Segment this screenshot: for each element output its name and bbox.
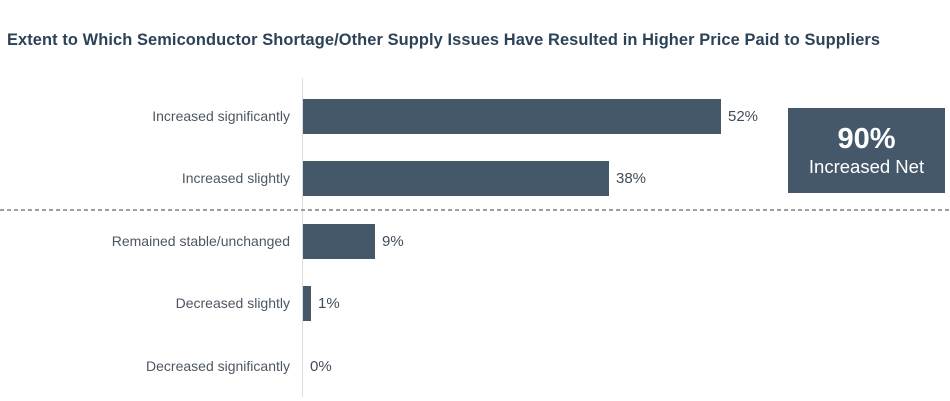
category-label: Decreased significantly xyxy=(146,357,290,374)
bar-row: Increased significantly 52% xyxy=(0,98,950,134)
bar xyxy=(303,161,609,196)
category-label: Remained stable/unchanged xyxy=(111,232,290,249)
bar xyxy=(303,98,721,134)
increase-decrease-separator-line xyxy=(0,209,950,211)
y-axis-line xyxy=(302,78,303,397)
value-label: 1% xyxy=(318,295,340,312)
bar xyxy=(303,223,375,259)
category-label: Decreased slightly xyxy=(175,295,290,311)
bar-row: Increased slightly 38% xyxy=(0,161,950,196)
increased-net-value: 90% xyxy=(837,122,896,155)
bar xyxy=(303,286,311,321)
increased-net-callout: 90% Increased Net xyxy=(788,108,945,193)
bar-row: Decreased slightly 1% xyxy=(0,286,950,321)
value-label: 38% xyxy=(616,170,647,187)
value-label: 52% xyxy=(728,107,759,125)
chart-title: Extent to Which Semiconductor Shortage/O… xyxy=(7,31,881,49)
bar-row: Remained stable/unchanged 9% xyxy=(0,223,950,259)
category-label: Increased slightly xyxy=(181,170,290,186)
value-label: 0% xyxy=(310,357,332,375)
category-label: Increased significantly xyxy=(152,107,290,124)
value-label: 9% xyxy=(382,232,404,250)
increased-net-label: Increased Net xyxy=(808,155,925,177)
bar-row: Decreased significantly 0% xyxy=(0,349,950,384)
